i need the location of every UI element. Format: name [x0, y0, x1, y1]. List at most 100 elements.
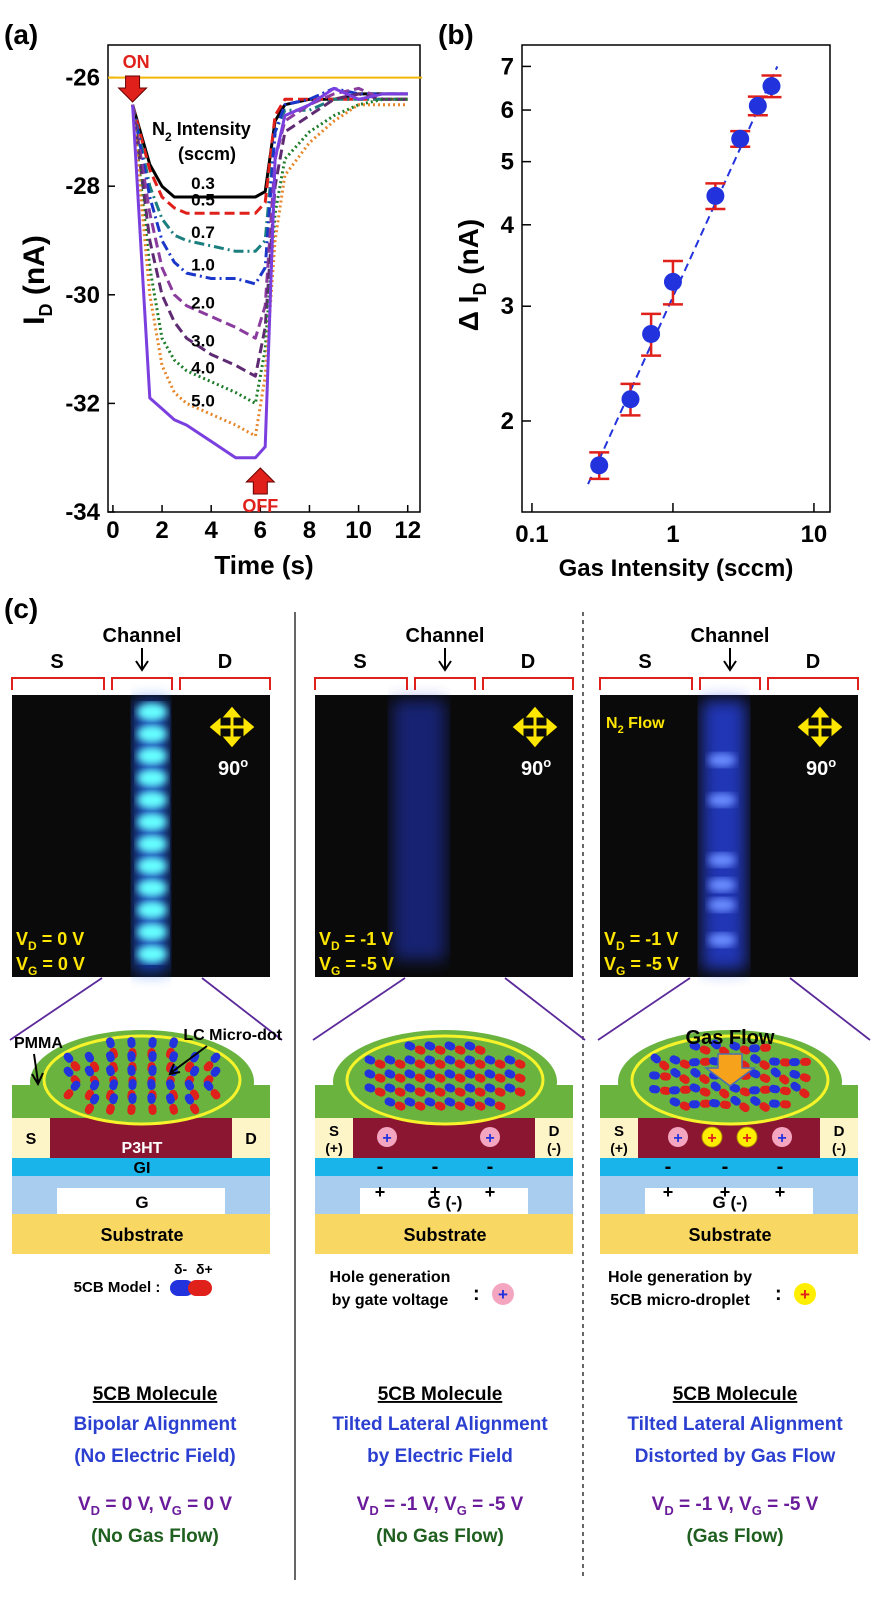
molecule-tail — [454, 1073, 466, 1083]
y-tick-label: -28 — [65, 173, 100, 200]
series-line — [131, 97, 408, 253]
series-label: 2.0 — [191, 294, 215, 313]
molecule-head — [89, 1079, 100, 1091]
angle-label-part: 90 — [806, 758, 828, 780]
molecule-head — [669, 1097, 681, 1107]
substrate-label: Substrate — [100, 1225, 183, 1245]
source-sign: (+) — [325, 1140, 343, 1156]
molecule-head — [689, 1083, 701, 1093]
molecule-head — [424, 1041, 436, 1051]
zoom-line — [597, 977, 871, 1041]
lc-molecule — [710, 1081, 730, 1099]
molecule-head — [147, 1093, 156, 1105]
molecule-tail — [514, 1087, 526, 1097]
lc-molecules — [63, 1037, 221, 1115]
molecule-tail — [679, 1074, 690, 1084]
molecule-head — [750, 1096, 761, 1106]
hole — [480, 1127, 500, 1147]
molecule-head — [210, 1052, 221, 1063]
channel-arrow — [723, 648, 737, 672]
x-tick-label: 8 — [303, 517, 316, 544]
molecule-head — [769, 1084, 781, 1094]
lc-molecule — [424, 1055, 446, 1069]
lc-molecule — [749, 1085, 771, 1095]
drain-label: D — [806, 651, 820, 673]
gate-charge: + — [663, 1182, 674, 1202]
molecule-head — [730, 1095, 741, 1106]
vd-label: VD = 0 V — [16, 929, 84, 953]
molecule-head — [105, 1037, 115, 1049]
molecule-head — [504, 1083, 516, 1093]
flow-label-part: 2 — [618, 724, 624, 736]
drain-label: D — [245, 1131, 257, 1148]
glow-dot — [137, 923, 167, 941]
lc-molecule — [669, 1097, 691, 1111]
molecule-head — [750, 1054, 761, 1064]
hole-sign: + — [777, 1130, 786, 1147]
glow-dot — [708, 793, 736, 807]
angle-label: 90o — [218, 755, 248, 780]
legend-line: Hole generation — [330, 1269, 451, 1286]
lc-molecule — [484, 1097, 506, 1111]
caption-condition-part: D — [369, 1503, 378, 1518]
y-tick-label: -32 — [65, 390, 100, 417]
molecule-tail — [434, 1059, 446, 1069]
molecule-head — [464, 1055, 476, 1065]
caption-note: (No Gas Flow) — [91, 1526, 219, 1547]
glow-dot — [708, 753, 736, 767]
polarizer-icon — [797, 706, 843, 748]
molecule-tail — [394, 1059, 406, 1069]
vg-label: VG = -5 V — [319, 954, 394, 978]
caption-condition-part: = -5 V — [762, 1494, 819, 1515]
lc-molecule — [464, 1041, 486, 1055]
molecule-tail — [454, 1101, 466, 1111]
lc-molecule — [184, 1093, 200, 1115]
lc-molecule — [709, 1099, 731, 1109]
molecule-head — [84, 1051, 95, 1063]
flow-label-part: Flow — [624, 715, 665, 732]
model-label: 5CB Model : — [74, 1279, 161, 1296]
glow — [702, 700, 746, 970]
molecule-tail — [63, 1089, 74, 1100]
molecule-tail — [394, 1101, 406, 1111]
gi-label: GI — [134, 1160, 151, 1177]
molecule-head — [424, 1097, 436, 1107]
panel-label: (c) — [4, 593, 38, 624]
molecule-tail — [414, 1101, 426, 1111]
gi-layer — [600, 1158, 858, 1176]
molecule-tail — [494, 1087, 506, 1097]
y-tick-label: 6 — [501, 97, 514, 124]
molecule-head — [689, 1100, 701, 1109]
gi-charge: - — [432, 1156, 439, 1178]
series-line — [131, 97, 408, 215]
pmma-arrow — [31, 1053, 44, 1087]
molecule-tail — [759, 1102, 770, 1112]
micrograph-glow — [134, 700, 168, 972]
channel-arrow — [438, 648, 452, 672]
x-axis-label: Time (s) — [214, 550, 313, 580]
delta-minus: δ- — [174, 1261, 187, 1277]
lc-molecule — [444, 1097, 466, 1111]
source-label: S — [50, 651, 63, 673]
gate-charge: + — [430, 1182, 441, 1202]
drain-label: D — [521, 651, 535, 673]
pmma-label: PMMA — [14, 1035, 63, 1052]
lc-molecule — [404, 1041, 426, 1055]
lc-molecule — [63, 1052, 81, 1072]
vg-label: VG = -5 V — [604, 954, 679, 978]
delta-plus: δ+ — [196, 1261, 213, 1277]
molecule-tail — [203, 1061, 214, 1072]
molecule-tail — [799, 1073, 811, 1083]
lc-molecule — [689, 1041, 711, 1055]
molecule-tail — [699, 1087, 711, 1097]
molecule-head — [384, 1097, 396, 1107]
molecule-head — [789, 1069, 801, 1079]
caption-condition-part: G — [752, 1503, 762, 1518]
y-tick-label: 2 — [501, 408, 514, 435]
lc-molecule — [404, 1083, 426, 1097]
glow-dot — [137, 725, 167, 743]
glow-dot — [708, 898, 736, 912]
lc-molecule — [504, 1055, 526, 1069]
lc-molecule — [729, 1041, 751, 1055]
